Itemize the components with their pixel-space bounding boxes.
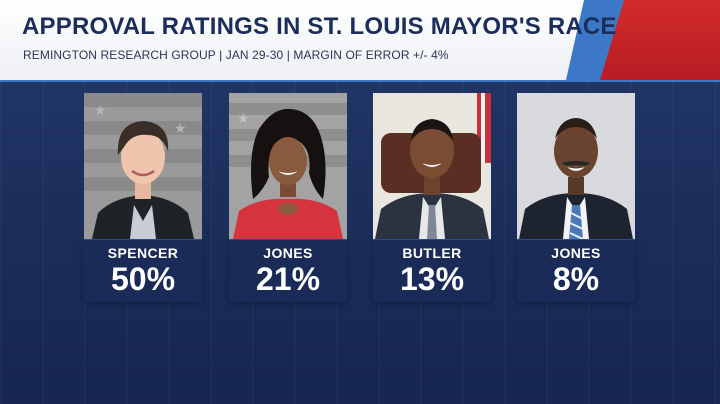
svg-text:★: ★ xyxy=(174,120,187,136)
chart-subtitle: REMINGTON RESEARCH GROUP | JAN 29-30 | M… xyxy=(23,48,449,62)
candidate-name: SPENCER xyxy=(107,245,179,261)
banner-red-panel xyxy=(600,0,720,80)
candidate-card: ★ JONES 21% xyxy=(229,93,347,302)
candidate-label: BUTLER 13% xyxy=(373,239,491,302)
candidate-percentage: 8% xyxy=(552,261,600,297)
candidate-label: JONES 8% xyxy=(517,239,635,302)
candidate-percentage: 13% xyxy=(399,261,465,297)
chart-title: APPROVAL RATINGS IN ST. LOUIS MAYOR'S RA… xyxy=(22,13,617,40)
header-banner: APPROVAL RATINGS IN ST. LOUIS MAYOR'S RA… xyxy=(0,0,720,80)
banner-divider xyxy=(0,80,720,82)
candidate-percentage: 50% xyxy=(110,261,176,297)
candidate-photo-jones: ★ xyxy=(229,93,347,239)
candidate-name: BUTLER xyxy=(402,245,462,261)
candidate-label: SPENCER 50% xyxy=(84,239,202,302)
svg-text:★: ★ xyxy=(237,110,250,126)
candidate-photo-jones-2 xyxy=(517,93,635,239)
svg-text:★: ★ xyxy=(94,102,107,118)
candidate-card: ★ ★ SPENCER 50% xyxy=(84,93,202,302)
banner-white-panel xyxy=(0,0,610,80)
candidate-card: BUTLER 13% xyxy=(373,93,491,302)
candidate-percentage: 21% xyxy=(255,261,321,297)
candidate-photo-butler xyxy=(373,93,491,239)
candidate-name: JONES xyxy=(263,245,313,261)
candidate-photo-spencer: ★ ★ xyxy=(84,93,202,239)
candidate-label: JONES 21% xyxy=(229,239,347,302)
candidate-name: JONES xyxy=(551,245,601,261)
candidate-card: JONES 8% xyxy=(517,93,635,302)
